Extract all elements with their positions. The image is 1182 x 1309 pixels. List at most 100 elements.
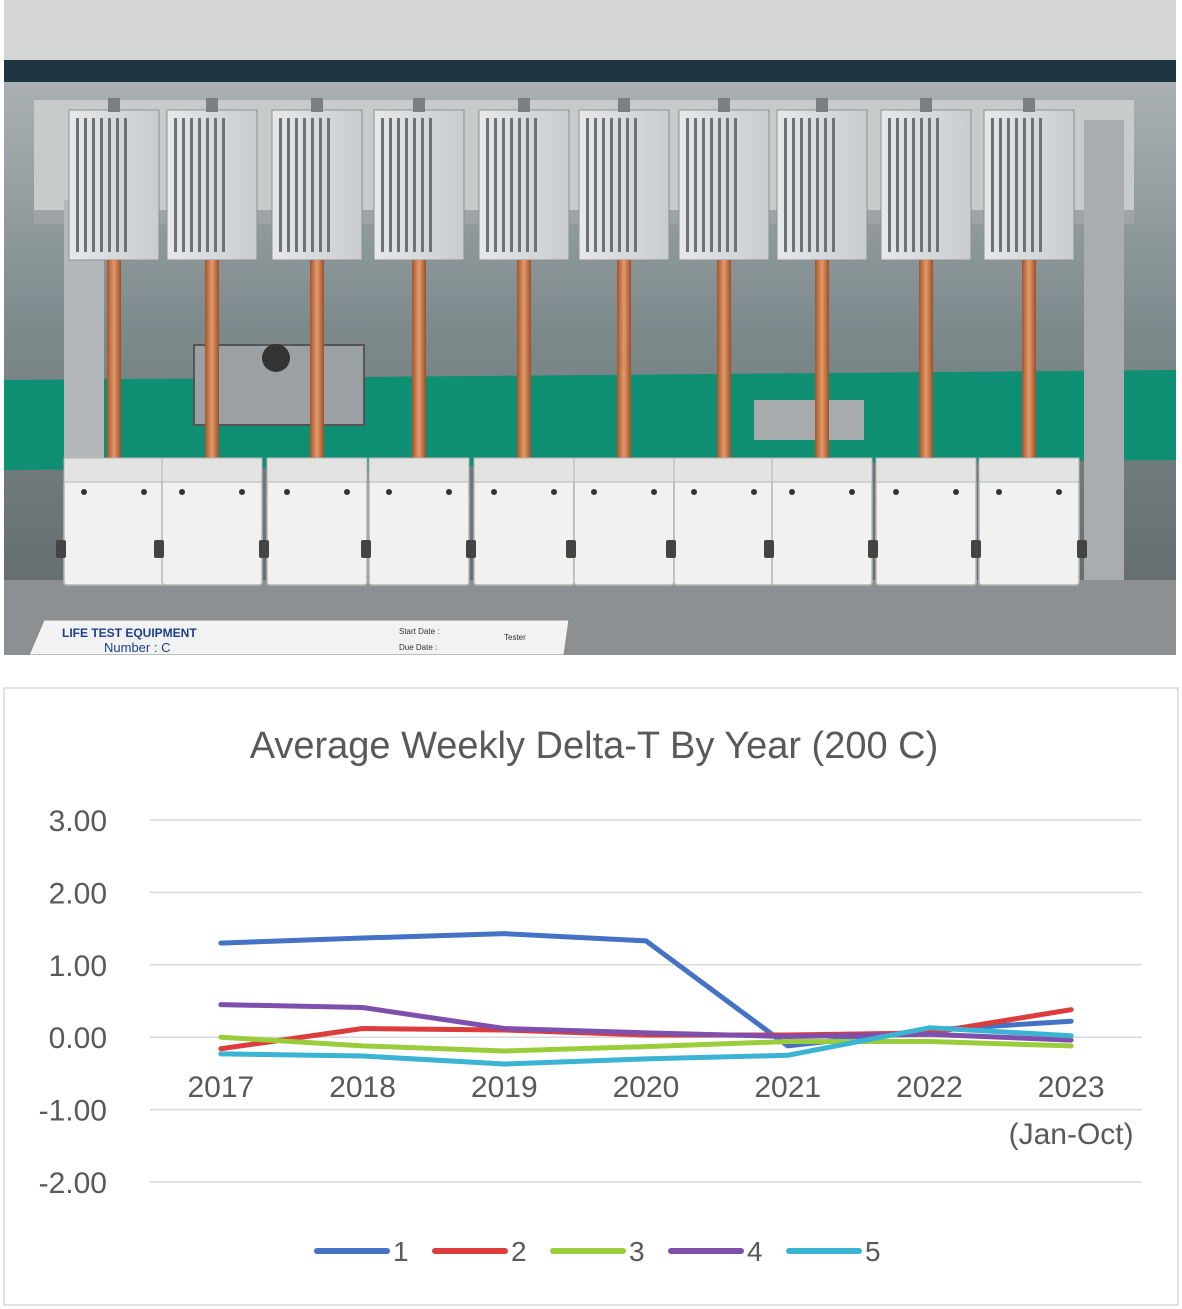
heat-sink-fin [279,118,282,252]
heat-sink-fin [182,118,185,252]
heat-sink-fin [206,118,209,252]
heat-sink [68,109,160,261]
base-block-top [573,457,675,483]
heat-sink-fin [710,118,713,252]
base-block [63,479,165,586]
screw [284,489,290,495]
test-module [566,98,682,586]
heat-sink-fin [116,118,119,252]
heat-sink-fin [311,118,314,252]
y-tick-label: 3.00 [49,805,107,838]
heat-sink-fin [618,118,621,252]
legend-label: 2 [511,1236,527,1267]
heat-sink-fin [214,118,217,252]
clamp [206,98,218,112]
screw [751,489,757,495]
y-tick-label: 0.00 [49,1022,107,1055]
y-tick-label: 1.00 [49,950,107,983]
heat-sink-fin [702,118,705,252]
heat-sink-fin [991,118,994,252]
terminal [154,540,164,558]
screw [239,489,245,495]
heat-sink-fin [726,118,729,252]
heat-sink [578,109,670,261]
base-block [573,479,675,586]
legend-item: 1 [314,1236,409,1267]
test-module [666,98,782,586]
heat-sink [271,109,363,261]
legend-label: 4 [747,1236,763,1267]
sign-text-start: Start Date : [399,627,439,636]
test-module [868,98,984,586]
heat-sink-fin [124,118,127,252]
heat-sink-fin [319,118,322,252]
heat-sink-fin [108,118,111,252]
heat-sink-fin [888,118,891,252]
heat-sink-fin [174,118,177,252]
screw [344,489,350,495]
heat-sink-fin [586,118,589,252]
copper-rod [919,260,933,485]
y-axis-labels: 3.00 2.00 1.00 0.00 -1.00 -2.00 [39,805,107,1200]
heat-sink-fin [602,118,605,252]
heat-sink-fin [936,118,939,252]
screw [81,489,87,495]
copper-rod [205,260,219,485]
terminal [466,540,476,558]
line-chart: Average Weekly Delta-T By Year (200 C) 3… [3,687,1179,1306]
copper-rod [1022,260,1036,485]
base-block-top [368,457,470,483]
heat-sink-fin [1031,118,1034,252]
series-line-5 [218,1025,1074,1067]
heat-sink-fin [405,118,408,252]
test-rig-photo: LIFE TEST EQUIPMENT Number : C Start Dat… [4,0,1176,656]
base-block [875,479,977,586]
sign-card: LIFE TEST EQUIPMENT Number : C Start Dat… [28,619,570,656]
x-tick-label: 2017 [187,1071,254,1104]
clamp [816,98,828,112]
legend: 1 2 3 4 5 [314,1236,881,1267]
base-block-top [875,457,977,483]
test-module [971,98,1087,586]
heat-sink-fin [518,118,521,252]
series-line-4 [218,1002,1074,1043]
base-block [368,479,470,586]
base-block [771,479,873,586]
copper-rod [310,260,324,485]
sign-text-tester: Tester [504,633,526,642]
clamp [920,98,932,112]
chart-panel: Average Weekly Delta-T By Year (200 C) 3… [0,686,1182,1309]
legend-label: 3 [629,1236,645,1267]
heat-sink-fin [526,118,529,252]
heat-sink [373,109,465,261]
y-tick-label: -2.00 [39,1167,107,1200]
heat-sink-fin [510,118,513,252]
screw [953,489,959,495]
x-tick-label: 2018 [329,1071,396,1104]
heat-sink-fin [792,118,795,252]
heat-sink [880,109,972,261]
test-module [361,98,477,586]
screw [1056,489,1062,495]
legend-label: 5 [865,1236,881,1267]
base-block-top [673,457,775,483]
heat-sink-fin [1039,118,1042,252]
base-block [978,479,1080,586]
heat-sink-fin [734,118,737,252]
copper-rod [107,260,121,485]
heat-sink [776,109,868,261]
test-module [154,98,270,586]
screw [893,489,899,495]
terminal [566,540,576,558]
clamp [618,98,630,112]
base-block [473,479,575,586]
heat-sink-fin [222,118,225,252]
module-row [56,98,1087,586]
heat-sink-fin [800,118,803,252]
heat-sink-fin [626,118,629,252]
clamp [1023,98,1035,112]
heat-sink [983,109,1075,261]
clamp [718,98,730,112]
heat-sink-fin [610,118,613,252]
test-module [56,98,172,586]
